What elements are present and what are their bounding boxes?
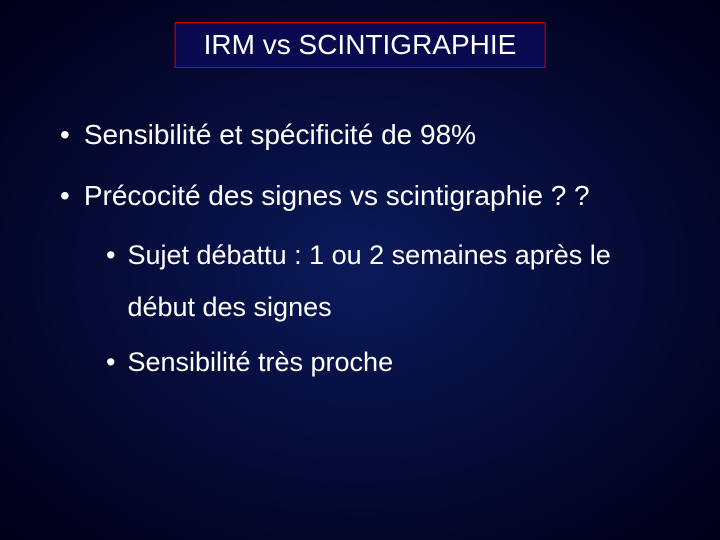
- bullet-level2: • Sujet débattu : 1 ou 2 semaines après …: [106, 230, 680, 333]
- bullet-marker-icon: •: [60, 108, 70, 161]
- bullet-level2: • Sensibilité très proche: [106, 337, 680, 388]
- bullet-text: Sensibilité et spécificité de 98%: [84, 108, 680, 161]
- bullet-text: Sujet débattu : 1 ou 2 semaines après le…: [127, 230, 680, 333]
- slide-content: • Sensibilité et spécificité de 98% • Pr…: [60, 108, 680, 392]
- bullet-marker-icon: •: [106, 337, 115, 388]
- bullet-marker-icon: •: [60, 169, 70, 222]
- slide-title: IRM vs SCINTIGRAPHIE: [204, 29, 517, 60]
- bullet-text: Sensibilité très proche: [127, 337, 680, 388]
- bullet-level1: • Sensibilité et spécificité de 98%: [60, 108, 680, 161]
- slide-title-box: IRM vs SCINTIGRAPHIE: [175, 22, 546, 68]
- bullet-marker-icon: •: [106, 230, 115, 281]
- bullet-text: Précocité des signes vs scintigraphie ? …: [84, 169, 680, 222]
- bullet-level1: • Précocité des signes vs scintigraphie …: [60, 169, 680, 222]
